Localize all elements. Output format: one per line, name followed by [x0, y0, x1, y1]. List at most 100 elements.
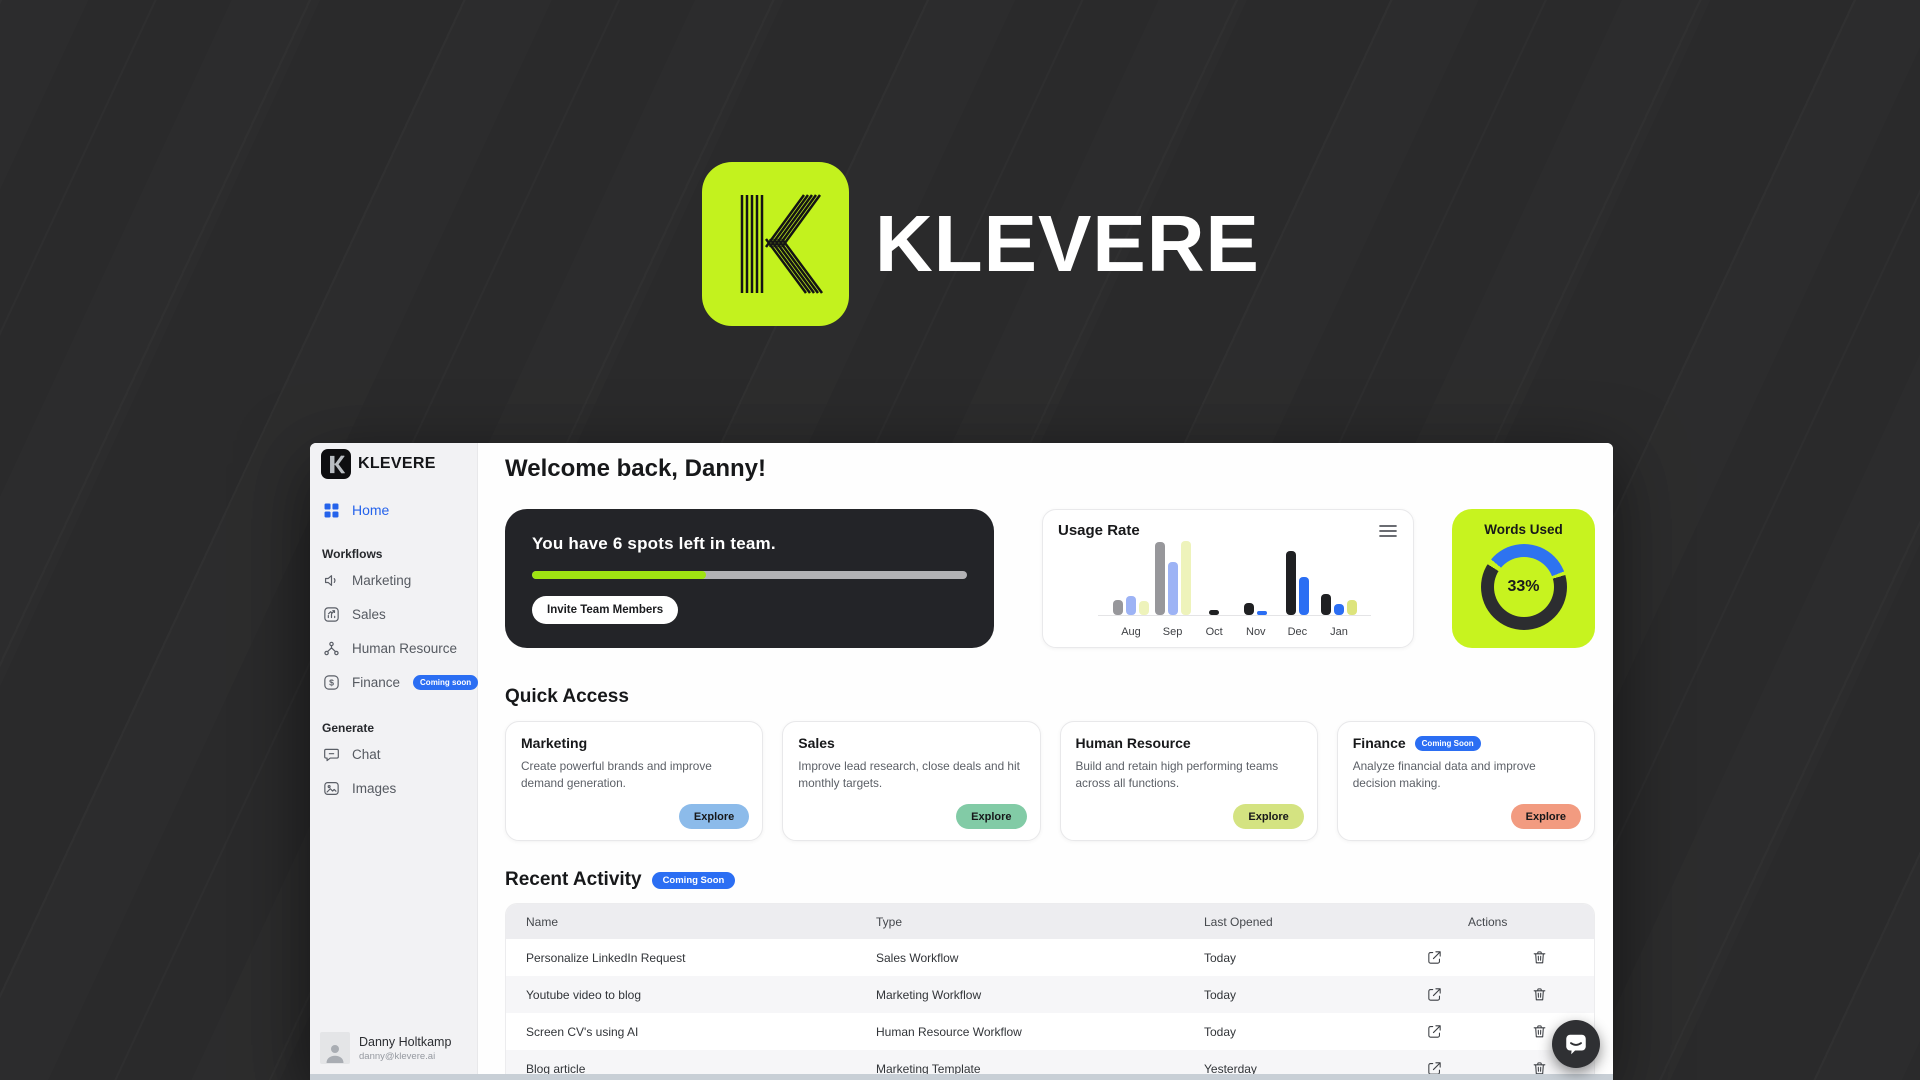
sidebar-logo-text: KLEVERE [358, 455, 436, 472]
column-header-name: Name [526, 914, 559, 929]
row-last-opened: Today [1204, 1024, 1237, 1039]
sidebar-item-sales[interactable]: Sales [310, 597, 477, 631]
people-icon [322, 639, 341, 658]
open-external-icon[interactable] [1426, 949, 1443, 966]
row-actions [1426, 949, 1594, 966]
bar [1139, 601, 1149, 615]
sidebar-item-label: Home [352, 502, 390, 518]
user-email: danny@klevere.ai [359, 1050, 436, 1062]
messenger-icon [1566, 1034, 1586, 1055]
sidebar-section-workflows: Workflows [322, 547, 383, 561]
x-axis-label: Nov [1246, 626, 1266, 638]
explore-button[interactable]: Explore [678, 804, 750, 829]
chat-widget-button[interactable] [1552, 1020, 1600, 1068]
card-title: Human Resource [1075, 735, 1191, 751]
explore-button[interactable]: Explore [1510, 804, 1581, 829]
avatar [320, 1032, 350, 1064]
sidebar-item-marketing[interactable]: Marketing [310, 563, 477, 597]
sidebar-item-home[interactable]: Home [310, 495, 477, 525]
card-title: Finance [1352, 735, 1406, 751]
row-type: Sales Workflow [876, 950, 959, 965]
row-type: Human Resource Workflow [876, 1024, 1022, 1039]
explore-button[interactable]: Explore [1233, 804, 1304, 829]
column-header-last-opened: Last Opened [1204, 914, 1273, 929]
bar [1167, 562, 1178, 615]
menu-icon[interactable] [1379, 524, 1397, 538]
card-description: Improve lead research, close deals and h… [798, 759, 1020, 791]
x-axis-label: Oct [1205, 626, 1223, 638]
sidebar-item-human-resource[interactable]: Human Resource [310, 631, 477, 665]
sidebar-item-finance[interactable]: $ Finance Coming soon [310, 665, 479, 699]
usage-rate-title: Usage Rate [1058, 522, 1140, 539]
quick-access-card-human-resource: Human Resource Build and retain high per… [1059, 721, 1318, 841]
x-axis-label: Dec [1287, 626, 1308, 638]
bar [1320, 594, 1331, 615]
usage-rate-card: Usage Rate Aug Sep Oct Nov Dec Jan [1042, 509, 1414, 648]
sidebar-logo: KLEVERE [310, 449, 477, 479]
trash-icon[interactable] [1531, 986, 1548, 1003]
bar [1180, 541, 1191, 615]
sales-chart-icon [322, 605, 341, 624]
explore-button[interactable]: Explore [956, 804, 1027, 829]
sidebar-item-label: Sales [352, 606, 386, 622]
x-axis-label: Jan [1330, 626, 1348, 638]
chart-baseline [1098, 615, 1371, 616]
bar-group [1238, 603, 1274, 615]
bar-group [1279, 551, 1315, 615]
trash-icon[interactable] [1531, 1060, 1548, 1077]
card-title: Marketing [521, 735, 588, 751]
bar [1285, 551, 1296, 615]
bar [1298, 577, 1309, 615]
top-cards-row: You have 6 spots left in team. Invite Te… [505, 509, 1595, 648]
team-spots-card: You have 6 spots left in team. Invite Te… [505, 509, 994, 648]
sidebar-item-label: Chat [352, 746, 381, 762]
row-actions [1426, 986, 1594, 1003]
sidebar-item-chat[interactable]: Chat [310, 737, 477, 771]
table-row: Youtube video to blog Marketing Workflow… [506, 976, 1594, 1013]
quick-access-card-sales: Sales Improve lead research, close deals… [782, 721, 1041, 841]
main-content: Welcome back, Danny! You have 6 spots le… [478, 443, 1613, 1080]
sidebar-item-label: Human Resource [352, 640, 458, 656]
sidebar-item-images[interactable]: Images [310, 771, 477, 805]
bar [1209, 610, 1220, 615]
table-row: Personalize LinkedIn Request Sales Workf… [506, 939, 1594, 976]
team-progress-bar [532, 571, 967, 579]
open-external-icon[interactable] [1426, 1023, 1443, 1040]
bar [1126, 596, 1136, 615]
trash-icon[interactable] [1531, 949, 1548, 966]
brand-wordmark: KLEVERE [875, 199, 1260, 288]
chat-bubble-icon [322, 745, 341, 764]
row-name: Personalize LinkedIn Request [526, 950, 686, 965]
brand-hero: KLEVERE [702, 162, 1260, 326]
quick-access-heading: Quick Access [505, 686, 629, 707]
megaphone-icon [322, 571, 341, 590]
row-last-opened: Today [1204, 987, 1237, 1002]
quick-access-card-finance: Finance Coming Soon Analyze financial da… [1336, 721, 1595, 841]
open-external-icon[interactable] [1426, 1060, 1443, 1077]
team-progress-fill [532, 571, 706, 579]
bar [1244, 603, 1255, 615]
words-used-title: Words Used [1484, 522, 1563, 537]
team-spots-message: You have 6 spots left in team. [532, 534, 776, 553]
bar-group [1196, 610, 1232, 615]
x-axis-label: Aug [1121, 626, 1141, 638]
sidebar-item-label: Marketing [352, 572, 412, 588]
words-used-card: Words Used 33% [1452, 509, 1595, 648]
klevere-logo-icon [702, 162, 849, 326]
user-profile[interactable]: Danny Holtkamp danny@klevere.ai [320, 1032, 451, 1064]
row-type: Marketing Template [876, 1061, 981, 1076]
trash-icon[interactable] [1531, 1023, 1548, 1040]
sidebar: KLEVERE Home Workflows Marketing [310, 443, 479, 1080]
row-name: Screen CV's using AI [526, 1024, 639, 1039]
sidebar-item-label: Images [352, 780, 397, 796]
recent-activity-table: Name Type Last Opened Actions Personaliz… [505, 903, 1595, 1080]
column-header-type: Type [876, 914, 903, 929]
dollar-icon: $ [322, 673, 341, 692]
usage-bars [1113, 539, 1357, 615]
invite-team-members-button[interactable]: Invite Team Members [532, 596, 679, 624]
coming-soon-badge: Coming Soon [1414, 735, 1481, 751]
quick-access-card-marketing: Marketing Create powerful brands and imp… [505, 721, 764, 841]
open-external-icon[interactable] [1426, 986, 1443, 1003]
table-header: Name Type Last Opened Actions [506, 904, 1594, 939]
table-row: Screen CV's using AI Human Resource Work… [506, 1013, 1594, 1050]
